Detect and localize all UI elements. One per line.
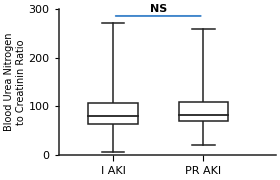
Y-axis label: Blood Urea Nitrogen
to Creatinin Ratio: Blood Urea Nitrogen to Creatinin Ratio: [4, 33, 26, 131]
Bar: [179, 102, 228, 121]
Text: NS: NS: [150, 4, 167, 15]
Bar: [88, 103, 138, 124]
